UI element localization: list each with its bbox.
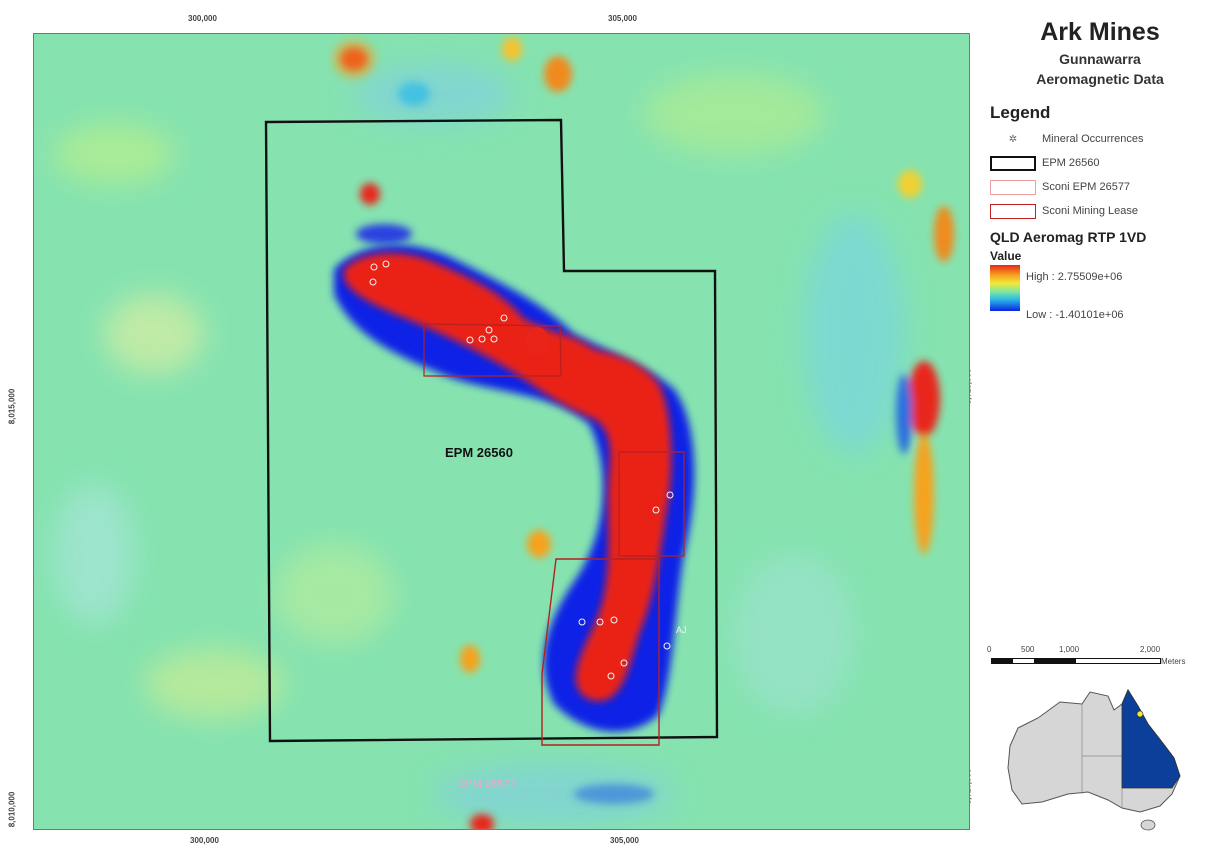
scale-bar: 0 500 1,000 2,000 Meters (985, 645, 1215, 685)
ramp-title: QLD Aeromag RTP 1VD (990, 229, 1147, 245)
occurrence-label-aj: AJ (676, 625, 687, 635)
axis-tick-left-8015000: 8,015,000 (7, 388, 17, 425)
project-location-icon (1136, 710, 1144, 718)
map-canvas (34, 34, 969, 829)
ramp-high-label: High : 2.75509e+06 (1026, 271, 1123, 283)
queensland-highlight (1121, 689, 1181, 789)
legend-label: Mineral Occurrences (1042, 133, 1144, 145)
mineral-occurrence-icon (370, 263, 378, 271)
axis-tick-top-300000: 300,000 (188, 14, 217, 23)
mineral-occurrence-icon (652, 506, 660, 514)
sconi-mining-lease-north (423, 323, 562, 377)
mineral-occurrence-icon (382, 260, 390, 268)
sconi-mining-lease-south (541, 558, 660, 746)
legend-item-sconi-epm: Sconi EPM 26577 (990, 175, 1210, 199)
axis-tick-bottom-300000: 300,000 (190, 836, 219, 845)
mineral-occurrence-icon (578, 618, 586, 626)
mineral-occurrence-icon (478, 335, 486, 343)
tasmania (1140, 819, 1156, 831)
legend-label: EPM 26560 (1042, 157, 1100, 169)
axis-tick-left-8010000: 8,010,000 (7, 791, 17, 828)
mineral-occurrence-icon (490, 335, 498, 343)
map-title: Ark Mines (1040, 18, 1160, 46)
legend-panel: Ark Mines Gunnawarra Aeromagnetic Data L… (990, 18, 1210, 321)
epm-boundary-swatch (990, 155, 1036, 171)
mineral-occurrence-markers (369, 260, 674, 680)
axis-tick-top-305000: 305,000 (608, 14, 637, 23)
color-ramp-legend: High : 2.75509e+06 Low : -1.40101e+06 (990, 265, 1210, 321)
positive-anomaly (344, 252, 672, 702)
scale-bar-graphic (991, 658, 1161, 664)
epm-26560-boundary (264, 118, 719, 743)
legend-item-sconi-mining-lease: Sconi Mining Lease (990, 199, 1210, 223)
epm-26577-label: EPM 26577 (458, 778, 516, 790)
mineral-occurrence-icon (666, 491, 674, 499)
epm-26560-label: EPM 26560 (445, 445, 513, 460)
legend-heading: Legend (990, 103, 1051, 122)
aeromagnetic-map[interactable]: EPM 26560 EPM 26577 AJ (33, 33, 970, 830)
mineral-occurrence-icon (485, 326, 493, 334)
locator-inset (990, 688, 1212, 838)
mineral-occurrence-icon (610, 616, 618, 624)
ramp-low-label: Low : -1.40101e+06 (1026, 309, 1124, 321)
sconi-epm-swatch (990, 179, 1036, 195)
minor-anomalies (332, 37, 954, 829)
legend-label: Sconi Mining Lease (1042, 205, 1139, 217)
legend-item-epm-26560: EPM 26560 (990, 151, 1210, 175)
color-ramp-swatch (990, 265, 1020, 311)
mineral-occurrence-icon (620, 659, 628, 667)
ramp-value-heading: Value (990, 249, 1022, 263)
scale-tick-0: 0 (987, 645, 992, 654)
australia-inset (1007, 688, 1181, 831)
scale-tick-1000: 1,000 (1059, 645, 1080, 654)
axis-tick-bottom-305000: 305,000 (610, 836, 639, 845)
legend-item-mineral-occurrences: ✲ Mineral Occurrences (990, 127, 1210, 151)
sconi-mining-lease-east (618, 451, 685, 557)
mineral-occurrence-icon (466, 336, 474, 344)
mineral-occurrence-icon (663, 642, 671, 650)
mining-lease-swatch (990, 203, 1036, 219)
map-subtitle-dataset: Aeromagnetic Data (1036, 71, 1164, 87)
background-texture (54, 64, 904, 824)
mineral-occurrence-icon (607, 672, 615, 680)
map-subtitle-location: Gunnawarra (1059, 51, 1141, 67)
mineral-occurrence-icon (369, 278, 377, 286)
legend-label: Sconi EPM 26577 (1042, 181, 1131, 193)
scale-unit: Meters (1161, 657, 1186, 666)
mineral-occurrence-icon (596, 618, 604, 626)
scale-tick-2000: 2,000 (1140, 645, 1161, 654)
scale-tick-500: 500 (1021, 645, 1035, 654)
mineral-occurrence-icon: ✲ (1008, 133, 1018, 145)
mineral-occurrence-icon (500, 314, 508, 322)
anomaly-lobe (525, 327, 549, 355)
